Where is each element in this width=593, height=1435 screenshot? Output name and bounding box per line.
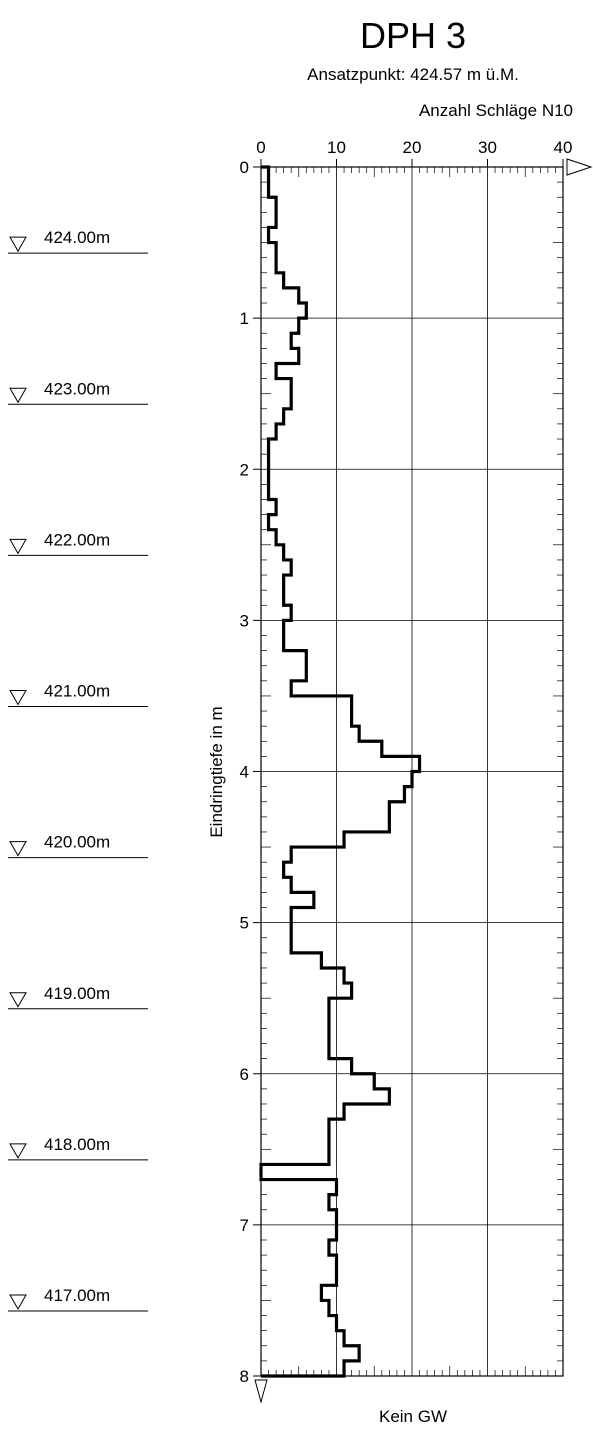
water-level-icon bbox=[10, 1144, 26, 1158]
y-axis-arrow bbox=[255, 1380, 267, 1402]
y-tick-label: 3 bbox=[240, 611, 249, 630]
x-tick-label: 10 bbox=[327, 138, 346, 157]
water-level-icon bbox=[10, 691, 26, 705]
x-tick-label: 0 bbox=[256, 138, 265, 157]
x-axis-arrow bbox=[567, 159, 591, 175]
water-level-icon bbox=[10, 237, 26, 251]
elevation-label: 418.00m bbox=[44, 1135, 110, 1154]
ticks-layer bbox=[253, 159, 591, 1402]
y-tick-label: 0 bbox=[240, 158, 249, 177]
footer-label: Kein GW bbox=[379, 1407, 447, 1426]
x-tick-label: 20 bbox=[403, 138, 422, 157]
y-tick-label: 1 bbox=[240, 309, 249, 328]
labels-layer: 0 10 20 30 40 0 1 2 3 4 5 6 7 8 bbox=[240, 138, 573, 1386]
water-level-icon bbox=[10, 539, 26, 553]
chart-subtitle: Ansatzpunkt: 424.57 m ü.M. bbox=[307, 65, 519, 84]
x-axis-label: Anzahl Schläge N10 bbox=[419, 101, 573, 120]
water-level-icon bbox=[10, 388, 26, 402]
water-level-icon bbox=[10, 1295, 26, 1309]
elevation-label: 422.00m bbox=[44, 530, 110, 549]
elevation-markers: 424.00m 423.00m 422.00m 421.00m 420.00m 419.0… bbox=[8, 228, 148, 1311]
water-level-icon bbox=[10, 842, 26, 856]
elevation-label: 423.00m bbox=[44, 379, 110, 398]
y-tick-label: 7 bbox=[240, 1216, 249, 1235]
elevation-label: 421.00m bbox=[44, 682, 110, 701]
elevation-label: 417.00m bbox=[44, 1286, 110, 1305]
elevation-label: 424.00m bbox=[44, 228, 110, 247]
y-tick-label: 5 bbox=[240, 914, 249, 933]
y-tick-label: 6 bbox=[240, 1065, 249, 1084]
water-level-icon bbox=[10, 993, 26, 1007]
x-tick-label: 30 bbox=[478, 138, 497, 157]
elevation-label: 420.00m bbox=[44, 833, 110, 852]
y-tick-label: 8 bbox=[240, 1367, 249, 1386]
y-tick-label: 4 bbox=[240, 763, 249, 782]
x-tick-label: 40 bbox=[554, 138, 573, 157]
y-tick-label: 2 bbox=[240, 460, 249, 479]
chart-title: DPH 3 bbox=[360, 15, 466, 56]
elevation-label: 419.00m bbox=[44, 984, 110, 1003]
y-axis-label: Eindringtiefe in m bbox=[207, 706, 226, 837]
